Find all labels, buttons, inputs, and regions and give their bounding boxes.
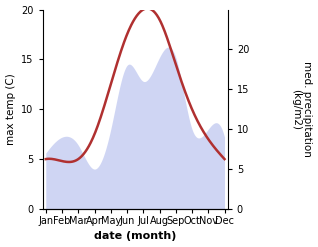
Y-axis label: max temp (C): max temp (C) — [5, 73, 16, 145]
Y-axis label: med. precipitation
(kg/m2): med. precipitation (kg/m2) — [291, 61, 313, 157]
X-axis label: date (month): date (month) — [94, 231, 176, 242]
